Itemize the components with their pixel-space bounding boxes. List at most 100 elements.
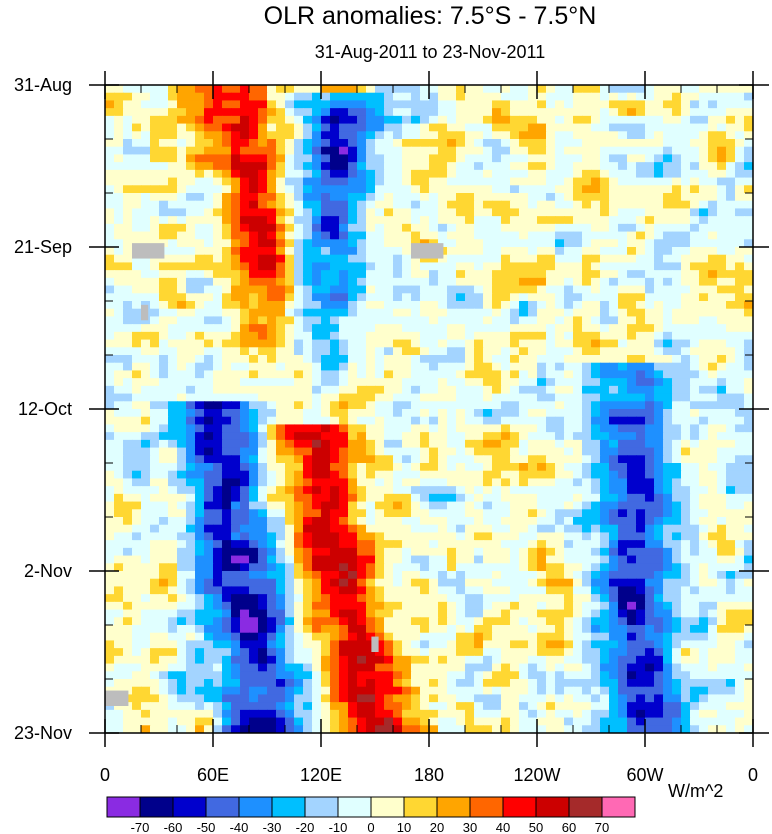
heatmap-cell: [168, 146, 178, 156]
heatmap-cell: [150, 362, 160, 372]
heatmap-cell: [366, 609, 376, 618]
heatmap-cell: [447, 571, 457, 580]
heatmap-cell: [681, 524, 691, 534]
heatmap-cell: [609, 555, 619, 564]
heatmap-cell: [645, 493, 655, 503]
heatmap-cell: [339, 131, 349, 140]
heatmap-cell: [627, 563, 637, 572]
heatmap-cell: [537, 146, 547, 156]
heatmap-cell: [123, 185, 133, 194]
heatmap-cell: [159, 154, 169, 163]
heatmap-cell: [231, 432, 241, 441]
heatmap-cell: [474, 540, 484, 549]
heatmap-cell: [609, 177, 619, 186]
heatmap-cell: [690, 493, 700, 503]
heatmap-cell: [339, 100, 349, 109]
heatmap-cell: [600, 131, 610, 140]
heatmap-cell: [402, 578, 412, 588]
heatmap-cell: [654, 146, 664, 156]
heatmap-cell: [312, 571, 322, 580]
heatmap-cell: [699, 355, 709, 364]
heatmap-cell: [285, 370, 295, 379]
heatmap-cell: [348, 301, 358, 310]
heatmap-cell: [654, 85, 664, 94]
heatmap-cell: [582, 571, 592, 580]
heatmap-cell: [501, 231, 511, 240]
heatmap-cell: [447, 239, 457, 248]
heatmap-cell: [105, 463, 115, 472]
heatmap-cell: [384, 486, 394, 495]
heatmap-cell: [681, 277, 691, 287]
heatmap-cell: [132, 355, 142, 364]
heatmap-cell: [213, 162, 223, 171]
heatmap-cell: [420, 432, 430, 441]
heatmap-cell: [303, 601, 313, 611]
heatmap-cell: [591, 92, 601, 102]
heatmap-cell: [285, 401, 295, 410]
heatmap-cell: [519, 532, 529, 541]
heatmap-cell: [186, 555, 196, 564]
heatmap-cell: [483, 331, 493, 341]
heatmap-cell: [663, 331, 673, 341]
heatmap-cell: [438, 478, 448, 487]
heatmap-cell: [447, 563, 457, 572]
heatmap-cell: [240, 331, 250, 341]
heatmap-cell: [582, 378, 592, 387]
heatmap-cell: [456, 131, 466, 140]
heatmap-cell: [294, 617, 304, 626]
heatmap-cell: [420, 139, 430, 148]
heatmap-cell: [717, 455, 727, 464]
heatmap-cell: [105, 139, 115, 148]
heatmap-cell: [510, 547, 520, 557]
heatmap-cell: [501, 401, 511, 410]
heatmap-cell: [618, 301, 628, 310]
heatmap-cell: [267, 247, 277, 256]
heatmap-cell: [636, 239, 646, 248]
heatmap-cell: [438, 501, 448, 510]
heatmap-cell: [294, 509, 304, 518]
heatmap-cell: [276, 200, 286, 210]
heatmap-cell: [690, 139, 700, 148]
heatmap-cell: [528, 501, 538, 510]
heatmap-cell: [519, 509, 529, 518]
heatmap-cell: [195, 262, 205, 271]
heatmap-cell: [699, 231, 709, 240]
heatmap-cell: [285, 586, 295, 595]
heatmap-cell: [240, 401, 250, 410]
heatmap-cell: [123, 100, 133, 109]
heatmap-cell: [267, 594, 277, 603]
heatmap-cell: [105, 293, 115, 302]
heatmap-cell: [330, 285, 340, 294]
heatmap-cell: [519, 139, 529, 148]
heatmap-cell: [240, 347, 250, 356]
heatmap-cell: [150, 447, 160, 456]
heatmap-cell: [609, 339, 619, 348]
heatmap-cell: [312, 594, 322, 603]
heatmap-cell: [105, 571, 115, 580]
heatmap-cell: [231, 439, 241, 449]
heatmap-cell: [150, 92, 160, 102]
heatmap-cell: [141, 123, 151, 132]
heatmap-cell: [276, 331, 286, 341]
heatmap-cell: [294, 378, 304, 387]
heatmap-cell: [267, 355, 277, 364]
heatmap-cell: [609, 308, 619, 318]
heatmap-cell: [276, 571, 286, 580]
heatmap-cell: [375, 393, 385, 402]
heatmap-cell: [735, 524, 745, 534]
heatmap-cell: [222, 501, 232, 510]
heatmap-cell: [438, 601, 448, 611]
heatmap-cell: [519, 270, 529, 279]
heatmap-cell: [186, 524, 196, 534]
heatmap-cell: [357, 409, 367, 418]
heatmap-cell: [321, 262, 331, 271]
heatmap-cell: [114, 362, 124, 372]
heatmap-cell: [528, 401, 538, 410]
heatmap-cell: [510, 85, 520, 94]
heatmap-cell: [618, 385, 628, 395]
heatmap-cell: [375, 239, 385, 248]
heatmap-cell: [483, 193, 493, 202]
heatmap-cell: [654, 555, 664, 564]
heatmap-cell: [636, 316, 646, 325]
heatmap-cell: [321, 424, 331, 433]
